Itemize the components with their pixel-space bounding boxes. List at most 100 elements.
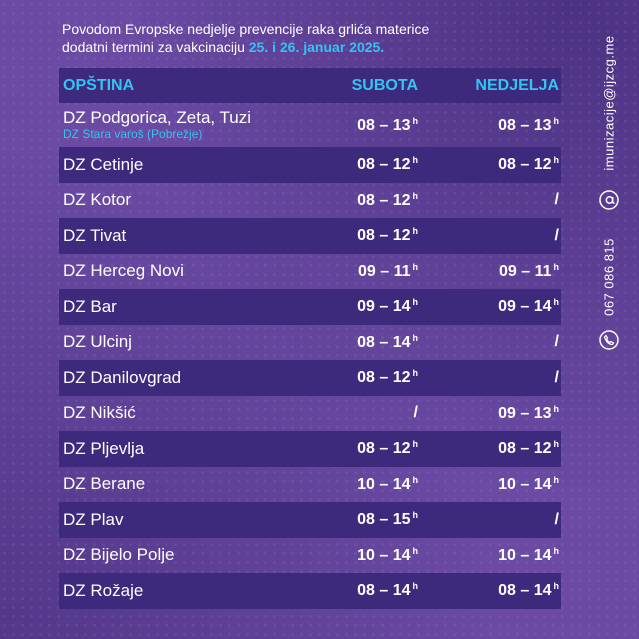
saturday-hours: 09 – 14 h bbox=[278, 297, 422, 316]
sunday-hours-value: 10 – 14 bbox=[498, 475, 552, 493]
sunday-hours: 08 – 12 h bbox=[422, 155, 561, 174]
saturday-hours: 08 – 14 h bbox=[278, 581, 422, 600]
hour-suffix: h bbox=[412, 439, 419, 450]
table-row: DZ Tivat 08 – 12 h / bbox=[59, 218, 561, 254]
municipality-label: DZ Podgorica, Zeta, Tuzi bbox=[63, 108, 252, 127]
table-row: DZ Ulcinj 08 – 14 h / bbox=[59, 325, 561, 361]
municipality-label: DZ Plav bbox=[63, 509, 124, 529]
hour-suffix: h bbox=[553, 581, 560, 592]
hour-suffix: h bbox=[412, 545, 419, 556]
hour-suffix: h bbox=[412, 115, 419, 126]
hour-suffix: h bbox=[412, 368, 419, 379]
phone-icon bbox=[599, 330, 619, 350]
hour-suffix: h bbox=[412, 155, 419, 166]
hour-suffix: h bbox=[412, 474, 419, 485]
heading-line-1: Povodom Evropske nedjelje prevencije rak… bbox=[62, 21, 430, 37]
contact-phone[interactable]: 067 086 815 bbox=[601, 238, 617, 316]
saturday-hours-value: 08 – 12 bbox=[357, 156, 411, 174]
saturday-hours-value: 08 – 12 bbox=[357, 440, 411, 458]
saturday-hours: 08 – 14 h bbox=[278, 333, 422, 352]
municipality-name: DZ Bijelo Polje bbox=[59, 545, 278, 565]
hour-suffix: h bbox=[553, 261, 560, 272]
saturday-hours: 08 – 12 h bbox=[278, 155, 422, 174]
sunday-hours: / bbox=[422, 191, 561, 209]
sunday-hours: / bbox=[422, 369, 561, 387]
sunday-hours-value: / bbox=[554, 510, 559, 528]
municipality-name: DZ Pljevlja bbox=[59, 439, 278, 459]
saturday-hours: / bbox=[278, 404, 422, 422]
municipality-name: DZ Cetinje bbox=[59, 155, 278, 175]
table-row: DZ Kotor 08 – 12 h / bbox=[59, 183, 561, 219]
sunday-hours-value: 08 – 12 bbox=[498, 156, 552, 174]
municipality-label: DZ Cetinje bbox=[63, 154, 144, 174]
municipality-label: DZ Pljevlja bbox=[63, 438, 145, 458]
contact-email[interactable]: imunizacije@ijzcg.me bbox=[601, 35, 617, 171]
hour-suffix: h bbox=[412, 332, 419, 343]
sunday-hours-value: 08 – 13 bbox=[498, 116, 552, 134]
sunday-hours-value: 08 – 14 bbox=[498, 582, 552, 600]
announcement-heading: Povodom Evropske nedjelje prevencije rak… bbox=[62, 20, 562, 56]
table-row: DZ Danilovgrad 08 – 12 h / bbox=[59, 360, 561, 396]
table-row: DZ Cetinje 08 – 12 h 08 – 12 h bbox=[59, 147, 561, 183]
sunday-hours: 08 – 13 h bbox=[422, 116, 561, 135]
sunday-hours: / bbox=[422, 227, 561, 245]
hour-suffix: h bbox=[412, 510, 419, 521]
sunday-hours: 09 – 11 h bbox=[422, 262, 561, 281]
municipality-name: DZ Herceg Novi bbox=[59, 261, 278, 281]
municipality-label: DZ Bijelo Polje bbox=[63, 545, 175, 565]
saturday-hours-value: 08 – 14 bbox=[357, 333, 411, 351]
table-row: DZ Pljevlja 08 – 12 h 08 – 12 h bbox=[59, 431, 561, 467]
heading-line-2-text: dodatni termini za vakcinaciju bbox=[62, 39, 249, 55]
municipality-name: DZ Plav bbox=[59, 510, 278, 530]
sunday-hours: / bbox=[422, 511, 561, 529]
vaccination-schedule-table: OPŠTINA SUBOTA NEDJELJA DZ Podgorica, Ze… bbox=[59, 68, 561, 609]
sunday-hours: 09 – 14 h bbox=[422, 297, 561, 316]
municipality-name: DZ Nikšić bbox=[59, 403, 278, 423]
sunday-hours: 08 – 12 h bbox=[422, 439, 561, 458]
hour-suffix: h bbox=[553, 297, 560, 308]
saturday-hours-value: 09 – 14 bbox=[357, 298, 411, 316]
header-saturday: SUBOTA bbox=[351, 76, 418, 94]
hour-suffix: h bbox=[553, 155, 560, 166]
table-row: DZ Bijelo Polje 10 – 14 h 10 – 14 h bbox=[59, 538, 561, 574]
table-row: DZ Bar 09 – 14 h 09 – 14 h bbox=[59, 289, 561, 325]
municipality-name: DZ Ulcinj bbox=[59, 332, 278, 352]
municipality-name: DZ Kotor bbox=[59, 190, 278, 210]
sunday-hours-value: 09 – 13 bbox=[498, 404, 552, 422]
saturday-hours-value: 08 – 15 bbox=[357, 511, 411, 529]
municipality-name: DZ Bar bbox=[59, 297, 278, 317]
municipality-label: DZ Bar bbox=[63, 296, 117, 316]
sunday-hours-value: / bbox=[554, 368, 559, 386]
hour-suffix: h bbox=[553, 474, 560, 485]
sunday-hours: / bbox=[422, 333, 561, 351]
municipality-label: DZ Berane bbox=[63, 474, 146, 494]
saturday-hours: 09 – 11 h bbox=[278, 262, 422, 281]
hour-suffix: h bbox=[412, 581, 419, 592]
table-row: DZ Herceg Novi 09 – 11 h 09 – 11 h bbox=[59, 254, 561, 290]
hour-suffix: h bbox=[412, 190, 419, 201]
sunday-hours: 08 – 14 h bbox=[422, 581, 561, 600]
saturday-hours-value: 08 – 14 bbox=[357, 582, 411, 600]
sunday-hours: 10 – 14 h bbox=[422, 546, 561, 565]
hour-suffix: h bbox=[553, 115, 560, 126]
saturday-hours: 08 – 12 h bbox=[278, 439, 422, 458]
saturday-hours: 10 – 14 h bbox=[278, 475, 422, 494]
heading-date: 25. i 26. januar 2025. bbox=[248, 39, 385, 55]
municipality-label: DZ Herceg Novi bbox=[63, 261, 184, 281]
sunday-hours-value: / bbox=[554, 333, 559, 351]
saturday-hours-value: 08 – 12 bbox=[357, 227, 411, 245]
sunday-hours: 09 – 13 h bbox=[422, 404, 561, 423]
municipality-name: DZ Podgorica, Zeta, Tuzi DZ Stara varoš (… bbox=[59, 108, 278, 142]
contact-sidebar: imunizacije@ijzcg.me 067 086 815 bbox=[579, 0, 639, 639]
municipality-label: DZ Rožaje bbox=[63, 580, 144, 600]
sunday-hours-value: / bbox=[554, 191, 559, 209]
header-sunday: NEDJELJA bbox=[475, 76, 559, 94]
saturday-hours-value: / bbox=[413, 404, 418, 422]
sunday-hours-value: / bbox=[554, 226, 559, 244]
at-icon bbox=[599, 190, 619, 210]
table-row: DZ Podgorica, Zeta, Tuzi DZ Stara varoš (… bbox=[59, 103, 561, 147]
table-row: DZ Nikšić/09 – 13 h bbox=[59, 396, 561, 432]
municipality-name: DZ Danilovgrad bbox=[59, 368, 278, 388]
hour-suffix: h bbox=[553, 403, 560, 414]
municipality-name: DZ Tivat bbox=[59, 226, 278, 246]
